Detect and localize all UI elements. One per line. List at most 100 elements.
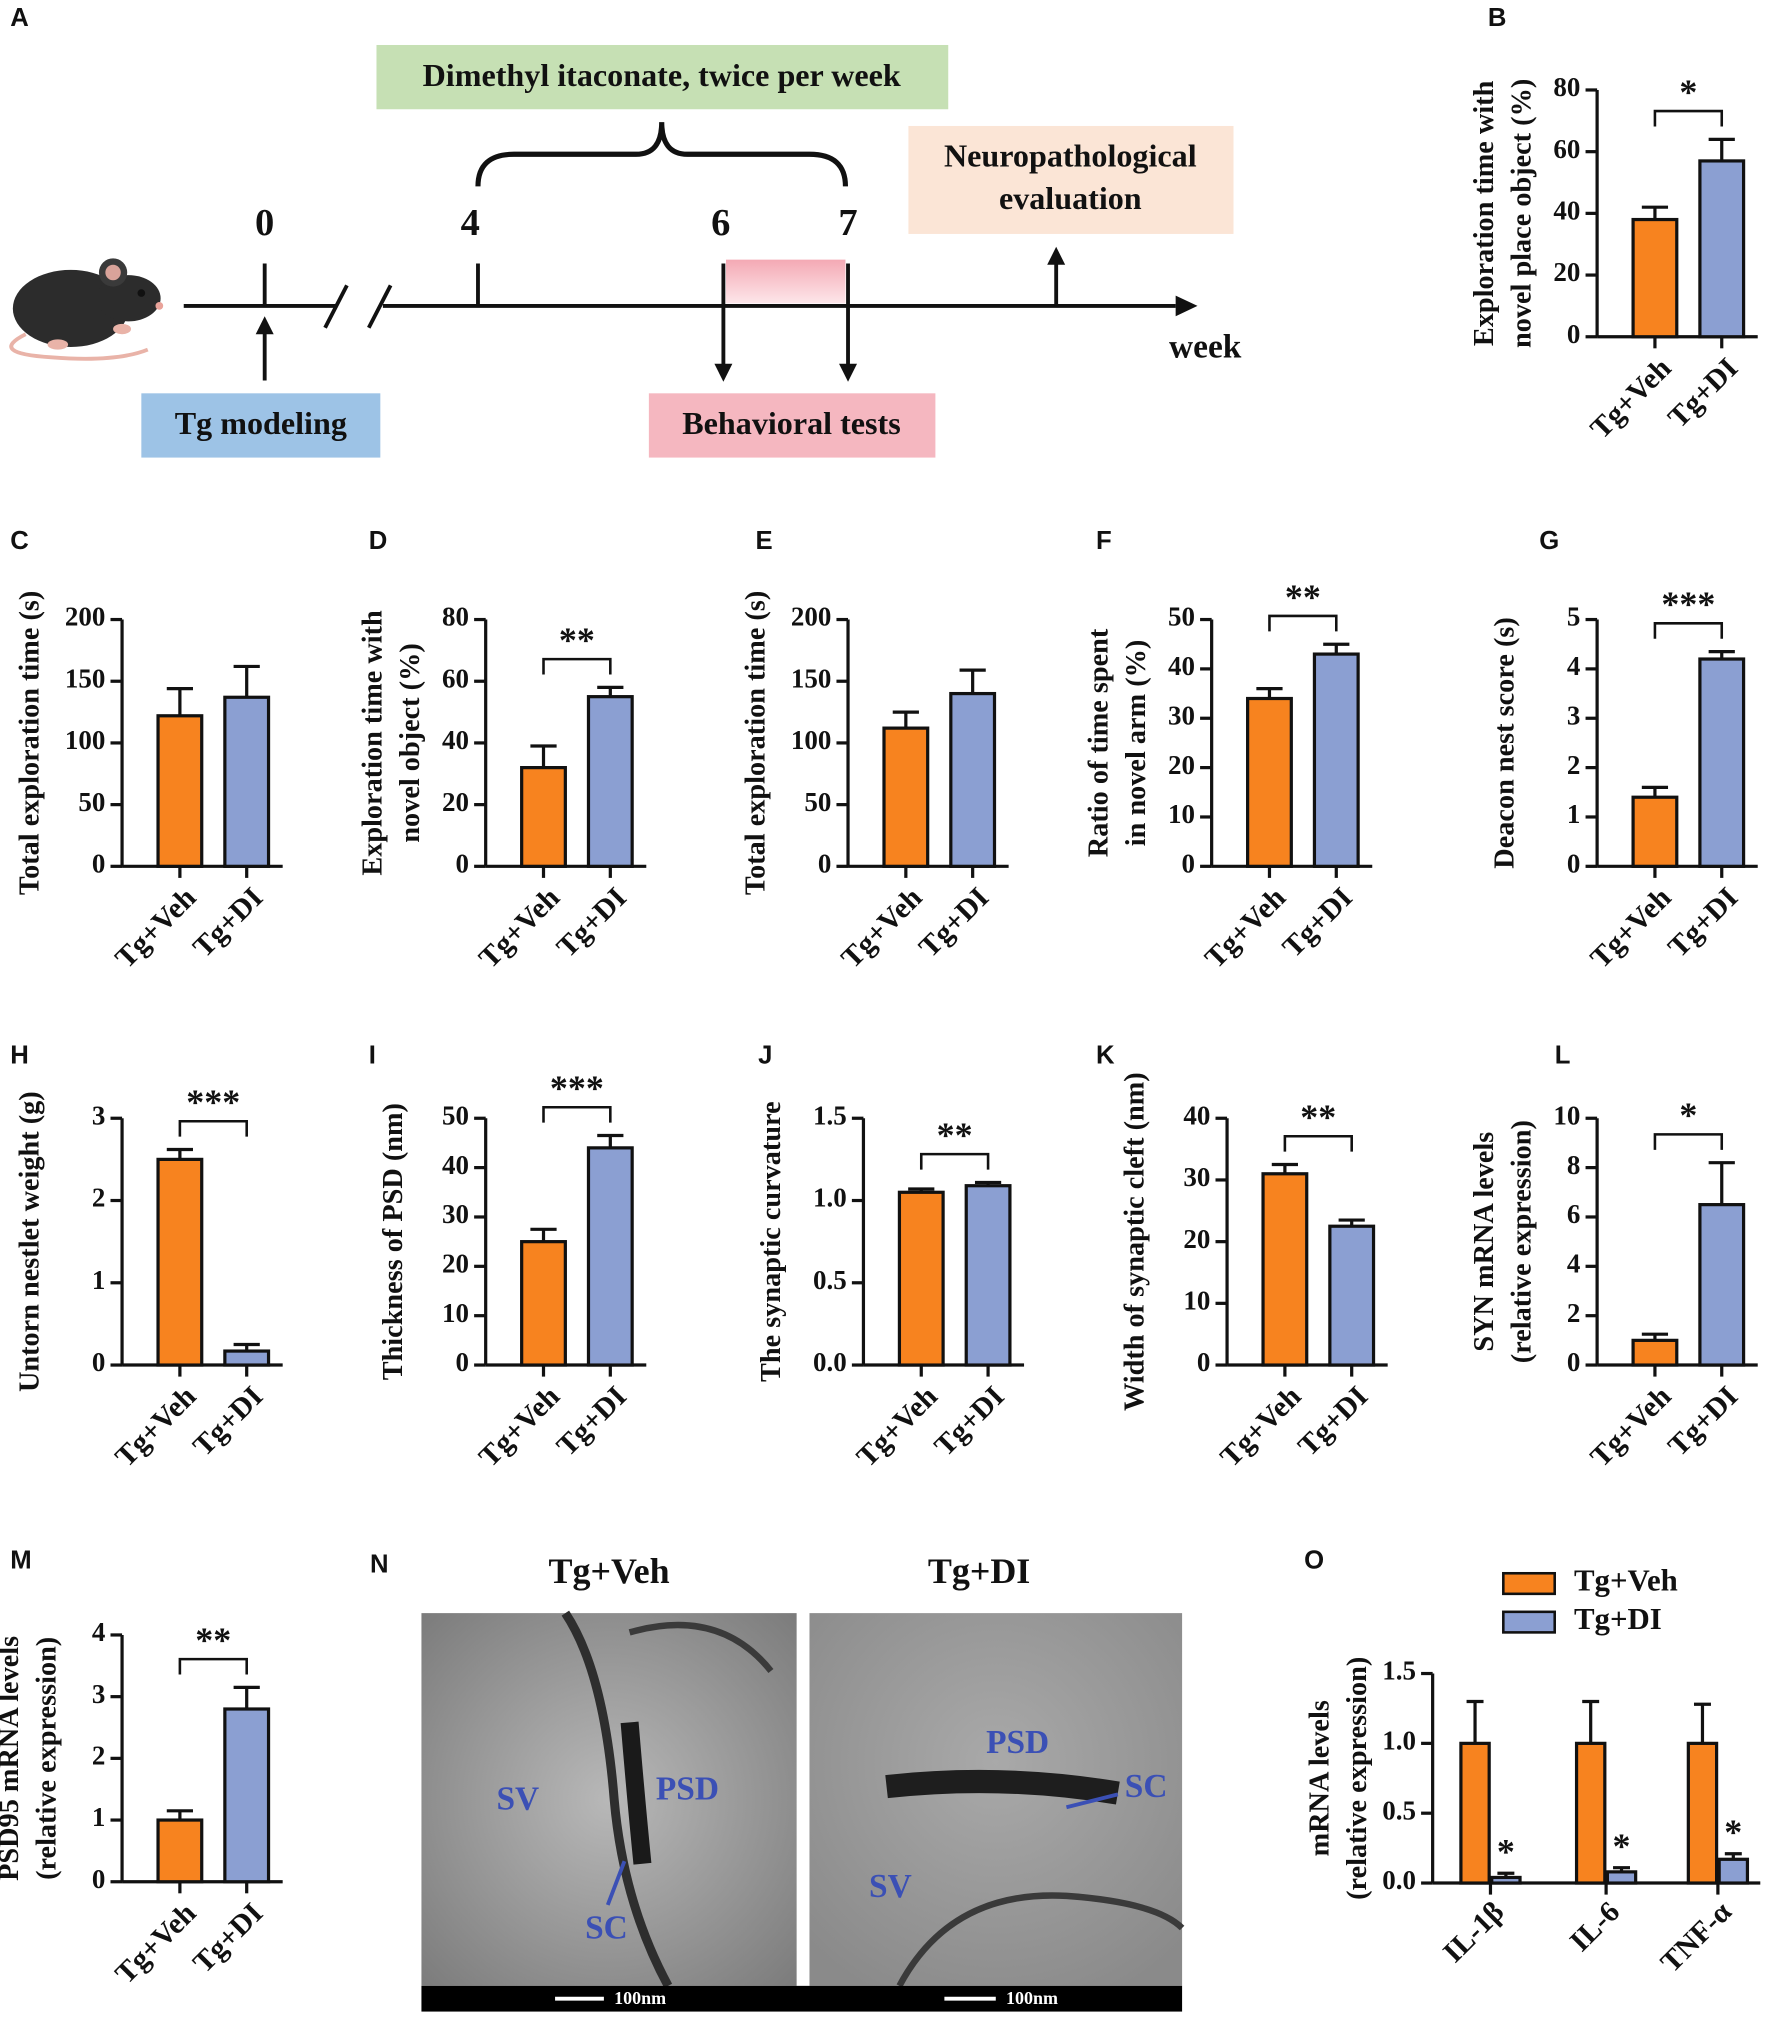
- bar: [1312, 652, 1360, 868]
- x-tick-label: Tg+DI: [1292, 1380, 1374, 1462]
- bar: [1698, 159, 1746, 339]
- significance-label: **: [195, 1620, 231, 1660]
- y-tick-label: 0: [456, 1347, 469, 1377]
- y-axis-label: The synaptic curvature: [756, 1101, 787, 1382]
- density: [620, 1721, 652, 1865]
- scale-strip: [421, 1985, 1183, 2012]
- significance-label: **: [559, 620, 595, 660]
- y-tick-label: 50: [442, 1100, 469, 1130]
- x-tick-label: Tg+Veh: [110, 882, 203, 975]
- mouse-icon: [9, 258, 164, 361]
- y-tick-label: 20: [1553, 257, 1580, 287]
- x-tick-label: Tg+DI: [551, 882, 633, 964]
- bar: [1686, 1741, 1719, 1885]
- y-axis-label: novel place object (%): [1506, 79, 1537, 348]
- annotation: *: [1613, 1826, 1631, 1866]
- significance-label: ***: [550, 1068, 604, 1108]
- bar: [1490, 1875, 1522, 1885]
- y-axis-label: Exploration time with: [1469, 80, 1500, 346]
- y-tick-label: 2: [1567, 750, 1580, 780]
- y-tick-label: 40: [442, 1150, 469, 1180]
- annotation: *: [1724, 1812, 1742, 1852]
- panel-letter: L: [1555, 1041, 1571, 1069]
- y-axis-label: Thickness of PSD (nm): [378, 1103, 409, 1380]
- axis-break: [367, 284, 393, 329]
- panel-letter: D: [369, 527, 388, 555]
- significance-bracket: [1653, 109, 1724, 127]
- y-tick-label: 1.0: [813, 1183, 847, 1213]
- scale-label: 100nm: [614, 1988, 666, 2008]
- y-tick-label: 80: [442, 602, 469, 632]
- y-tick-label: 60: [442, 663, 469, 693]
- bar: [586, 695, 634, 868]
- panel-letter: M: [10, 1546, 31, 1574]
- panel-letter: I: [369, 1041, 376, 1069]
- y-tick-label: 0: [1567, 849, 1580, 879]
- tests-label: Behavioral tests: [682, 405, 900, 441]
- x-tick-label: Tg+Veh: [1199, 882, 1292, 975]
- y-tick-label: 0: [818, 849, 831, 879]
- y-tick-label: 6: [1567, 1199, 1580, 1229]
- x-tick-label: IL-1β: [1437, 1896, 1510, 1969]
- x-tick-label: Tg+Veh: [1585, 352, 1678, 445]
- tests-box: [648, 393, 936, 458]
- y-tick-label: 30: [442, 1199, 469, 1229]
- significance-bracket: [1283, 1134, 1353, 1152]
- y-tick-label: 10: [1183, 1286, 1210, 1316]
- micrograph-label: SV: [496, 1781, 539, 1818]
- density: [885, 1769, 1120, 1805]
- y-axis-label: (relative expression): [1506, 1120, 1537, 1363]
- panel-letter: N: [370, 1550, 389, 1578]
- significance-bracket: [542, 1105, 612, 1123]
- y-axis-label: (relative expression): [1342, 1657, 1373, 1900]
- y-tick-label: 5: [1567, 602, 1580, 632]
- y-tick-label: 1: [1567, 799, 1580, 829]
- y-tick-label: 1: [92, 1802, 105, 1832]
- significance-bracket: [1653, 622, 1724, 639]
- x-tick-label: Tg+Veh: [1585, 1380, 1678, 1473]
- treatment-label: Dimethyl itaconate, twice per week: [423, 57, 901, 93]
- micrograph-label: SC: [585, 1909, 628, 1946]
- y-tick-label: 60: [1553, 134, 1580, 164]
- x-tick-label: Tg+Veh: [1215, 1380, 1308, 1473]
- bar: [897, 1190, 945, 1367]
- y-tick-label: 100: [65, 725, 105, 755]
- y-tick-label: 1.5: [813, 1100, 847, 1130]
- panel-n: N Tg+Veh Tg+DI SV PSD SC PSD SC SV 100nm…: [370, 1550, 1185, 2012]
- x-tick-label: Tg+DI: [187, 1380, 269, 1462]
- panel-letter: J: [758, 1041, 772, 1069]
- evaluation-box: [908, 125, 1234, 234]
- y-tick-label: 0: [456, 849, 469, 879]
- significance-label: **: [1285, 577, 1321, 617]
- legend-swatch: [1502, 1571, 1556, 1596]
- pointer: [605, 1860, 627, 1906]
- bar: [964, 1184, 1012, 1367]
- significance-bracket: [919, 1152, 990, 1170]
- y-tick-label: 0: [1567, 1347, 1580, 1377]
- test-period: [725, 259, 846, 304]
- bar: [156, 1818, 204, 1884]
- panel-letter: K: [1096, 1041, 1115, 1069]
- x-tick-label: Tg+Veh: [473, 1380, 566, 1473]
- y-axis-label: Untorn nestlet weight (g): [15, 1091, 46, 1392]
- y-tick-label: 1.5: [1382, 1656, 1416, 1686]
- y-axis-label: (relative expression): [31, 1637, 62, 1880]
- panel-letter: E: [756, 527, 773, 555]
- y-axis-label: Total exploration time (s): [15, 591, 46, 895]
- y-tick-label: 30: [1168, 700, 1195, 730]
- legend-label: Tg+DI: [1574, 1602, 1662, 1636]
- week-label: 4: [461, 202, 480, 244]
- x-tick-label: Tg+Veh: [1585, 882, 1678, 975]
- arrow-head: [714, 363, 733, 382]
- legend-swatch: [1502, 1610, 1556, 1634]
- y-axis-label: SYN mRNA levels: [1469, 1132, 1500, 1352]
- axis-break: [323, 284, 349, 329]
- x-tick-label: Tg+DI: [551, 1380, 633, 1462]
- significance-label: ***: [186, 1082, 240, 1122]
- y-tick-label: 3: [92, 1100, 105, 1130]
- x-tick-label: Tg+Veh: [473, 882, 566, 975]
- bar: [1717, 1857, 1750, 1885]
- bar: [1698, 657, 1746, 868]
- legend-label: Tg+Veh: [1574, 1564, 1678, 1598]
